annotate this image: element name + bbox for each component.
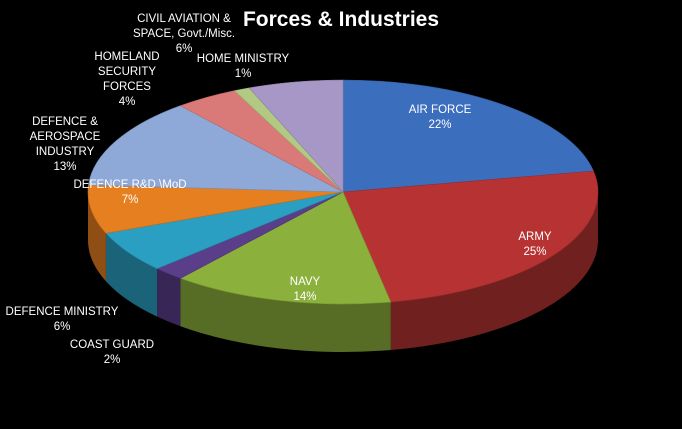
chart-title: Forces & Industries — [242, 8, 440, 31]
slice-top — [248, 79, 344, 193]
slice-top — [342, 170, 599, 303]
slice-name: NAVY — [289, 276, 321, 288]
slice-top — [179, 191, 392, 305]
slice-side — [105, 233, 158, 317]
slice — [88, 105, 344, 193]
slice-name: COAST GUARD — [69, 339, 155, 351]
slice-value: 6% — [175, 43, 193, 55]
slice — [156, 191, 344, 327]
slice-name: AIR FORCE — [408, 104, 472, 116]
slice-value: 25% — [523, 246, 547, 258]
slice-label: CIVIL AVIATION & SPACE, Govt./Misc. 6% — [125, 12, 243, 57]
slice-label: DEFENCE & AEROSPACE INDUSTRY 13% — [0, 115, 130, 175]
slice-name: CIVIL AVIATION & SPACE, Govt./Misc. — [132, 13, 236, 40]
slice — [179, 191, 392, 353]
slice — [342, 79, 594, 193]
slice — [87, 184, 344, 282]
slice-label: HOME MINISTRY 1% — [183, 52, 303, 82]
slice-label: COAST GUARD 2% — [52, 338, 172, 368]
slice-label: NAVY 14% — [245, 275, 365, 305]
slice-value: 13% — [53, 161, 77, 173]
slice-value: 14% — [293, 291, 317, 303]
slice-name: DEFENCE MINISTRY — [5, 306, 119, 318]
slice-name: DEFENCE & AEROSPACE INDUSTRY — [29, 116, 101, 158]
slice-top — [88, 105, 344, 193]
slice-side — [88, 192, 106, 282]
slice — [248, 79, 344, 193]
slice-value: 6% — [53, 321, 71, 333]
slice-label: HOMELAND SECURITY FORCES 4% — [75, 50, 180, 110]
slice-name: HOME MINISTRY — [196, 53, 290, 65]
slice-name: ARMY — [518, 231, 552, 243]
slice-value: 4% — [118, 96, 136, 108]
slice-label: DEFENCE MINISTRY 6% — [0, 305, 127, 335]
slice-label: ARMY 25% — [475, 230, 595, 260]
slice-side — [390, 192, 598, 351]
slice-label: AIR FORCE 22% — [380, 103, 500, 133]
slice-value: 7% — [121, 194, 139, 206]
slice-side — [157, 268, 181, 327]
slice-top — [342, 79, 594, 193]
slice-name: DEFENCE R&D \MoD — [73, 179, 187, 191]
slice — [342, 170, 599, 351]
slice-side — [180, 278, 391, 353]
slice-value: 22% — [428, 119, 452, 131]
slice-label: DEFENCE R&D \MoD 7% — [65, 178, 195, 208]
slice-value: 1% — [234, 68, 252, 80]
slice-name: HOMELAND SECURITY FORCES — [94, 51, 160, 93]
slice-top — [87, 184, 344, 234]
slice-value: 2% — [103, 354, 121, 366]
